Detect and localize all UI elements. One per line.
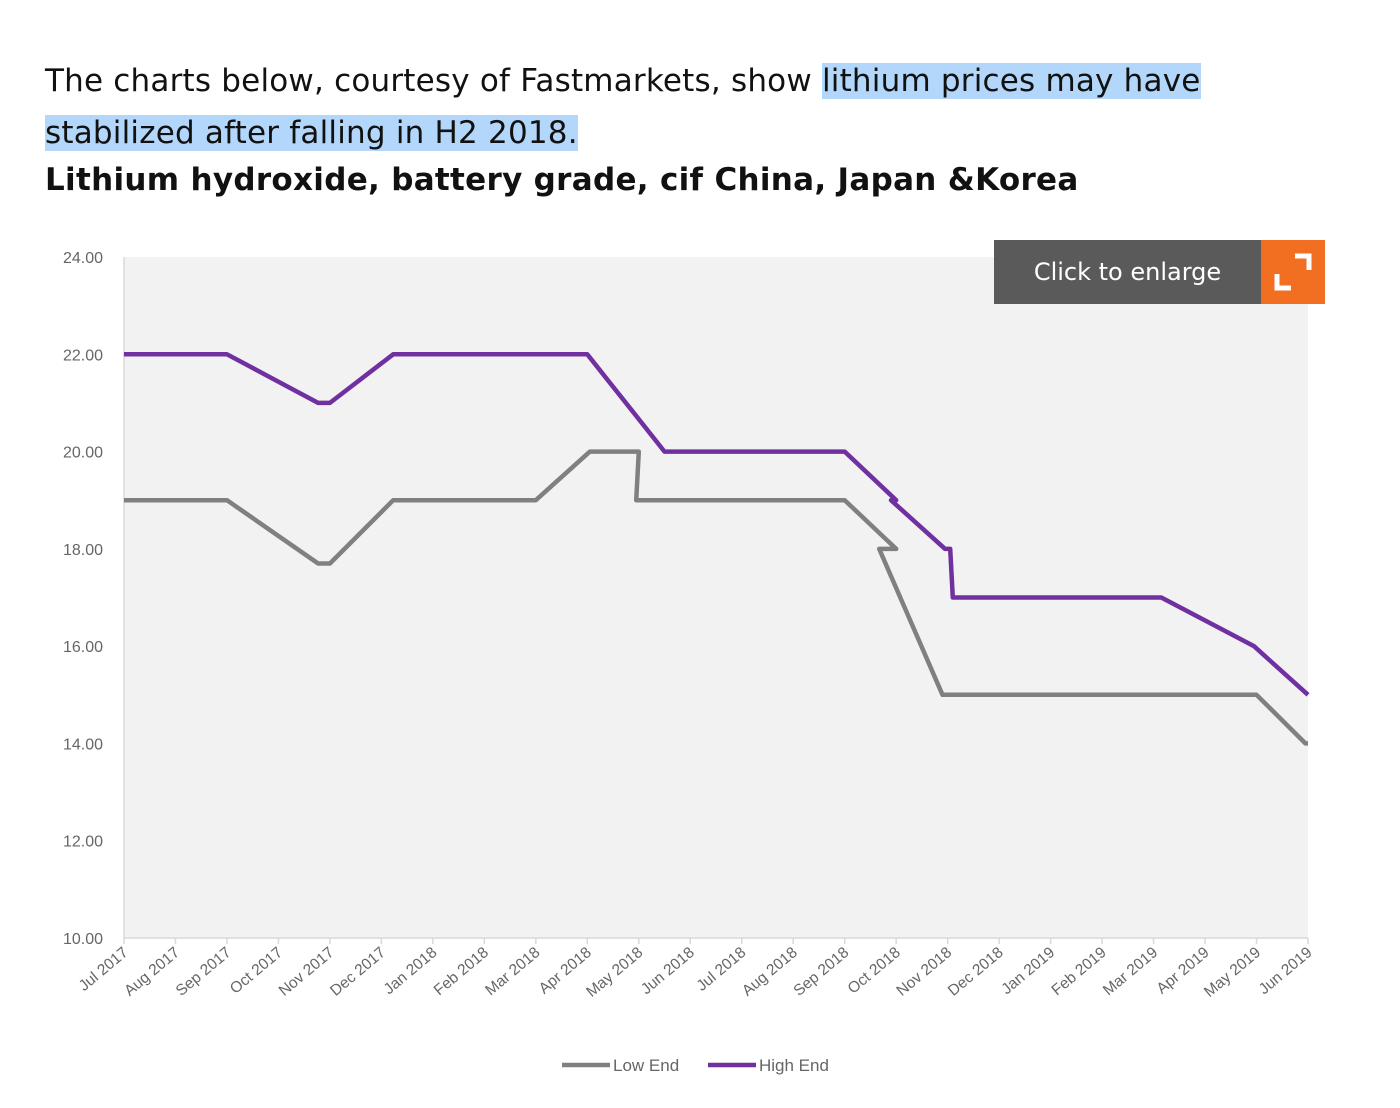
x-tick-label: Jan 2018	[381, 944, 441, 998]
low-end-legend-label: Low End	[613, 1056, 679, 1075]
x-tick-label: May 2018	[583, 944, 646, 1001]
y-tick-label: 22.00	[63, 347, 103, 364]
x-tick-label: Jun 2018	[638, 944, 698, 998]
x-tick-label: Aug 2017	[121, 944, 183, 1000]
expand-icon	[1261, 240, 1325, 304]
y-tick-label: 24.00	[63, 250, 103, 267]
y-tick-label: 18.00	[63, 542, 103, 559]
x-tick-label: Dec 2018	[945, 944, 1007, 1000]
x-tick-label: May 2019	[1201, 944, 1264, 1001]
x-tick-label: Mar 2018	[482, 944, 543, 999]
intro-paragraph: The charts below, courtesy of Fastmarket…	[45, 55, 1345, 159]
x-tick-label: Feb 2019	[1049, 944, 1110, 999]
click-to-enlarge-button[interactable]: Click to enlarge	[994, 240, 1325, 304]
x-tick-label: Nov 2018	[893, 944, 955, 1000]
y-tick-label: 14.00	[63, 736, 103, 753]
high-end-legend-label: High End	[759, 1056, 829, 1075]
high-end-series-line	[124, 352, 1310, 697]
x-tick-label: Mar 2019	[1100, 944, 1161, 999]
intro-text: The charts below, courtesy of Fastmarket…	[45, 63, 822, 99]
x-tick-label: Jan 2019	[998, 944, 1058, 998]
price-chart: 24.00 22.00 20.00 18.00 16.00 14.00 12.00 10.00…	[63, 250, 1316, 1075]
y-tick-label: 20.00	[63, 445, 103, 462]
x-tick-label: Sep 2018	[790, 944, 852, 1000]
y-tick-label: 16.00	[63, 639, 103, 656]
x-tick-label: Sep 2017	[173, 944, 235, 1000]
y-tick-label: 12.00	[63, 834, 103, 851]
low-end-series-line	[124, 449, 1308, 746]
chart-title: Lithium hydroxide, battery grade, cif Ch…	[45, 162, 1079, 198]
y-tick-label: 10.00	[63, 931, 103, 948]
enlarge-label: Click to enlarge	[1033, 258, 1222, 286]
x-tick-label: Jun 2019	[1256, 944, 1316, 998]
x-tick-label: Dec 2017	[327, 944, 389, 1000]
x-tick-label: Feb 2018	[431, 944, 492, 999]
x-tick-label: Nov 2017	[276, 944, 338, 1000]
x-tick-label: Aug 2018	[739, 944, 801, 1000]
